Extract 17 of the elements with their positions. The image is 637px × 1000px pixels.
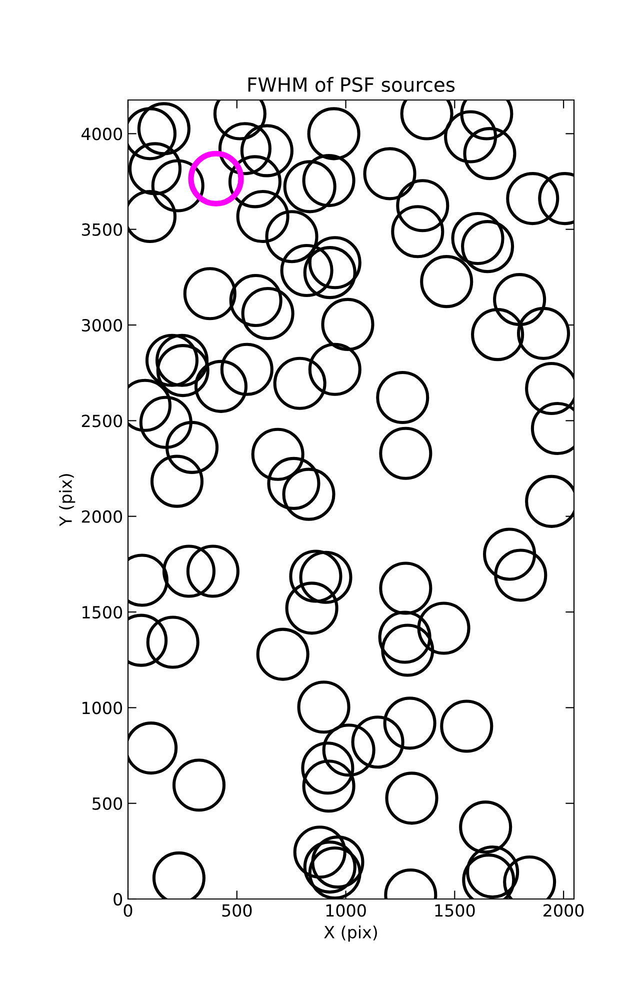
y-tick-label: 2000 [82,510,122,523]
x-tick-label: 2000 [544,904,584,917]
x-tick-label: 1000 [326,904,366,917]
y-axis-title: Y (pix) [59,474,76,526]
x-axis-title: X (pix) [324,926,377,942]
y-tick-label: 3000 [82,318,122,332]
x-tick-label: 500 [222,904,252,917]
y-tick-label: 1500 [82,606,122,619]
y-tick-label: 3500 [82,223,122,236]
x-tick-label: 1500 [435,904,475,917]
chart-title: FWHM of PSF sources [248,76,455,92]
y-tick-label: 4000 [82,128,122,140]
y-tick-label: 2500 [82,414,122,428]
y-tick-label: 500 [92,797,122,810]
y-tick-label: 0 [114,892,122,906]
x-tick-label: 0 [124,904,132,917]
y-tick-label: 1000 [82,702,122,714]
